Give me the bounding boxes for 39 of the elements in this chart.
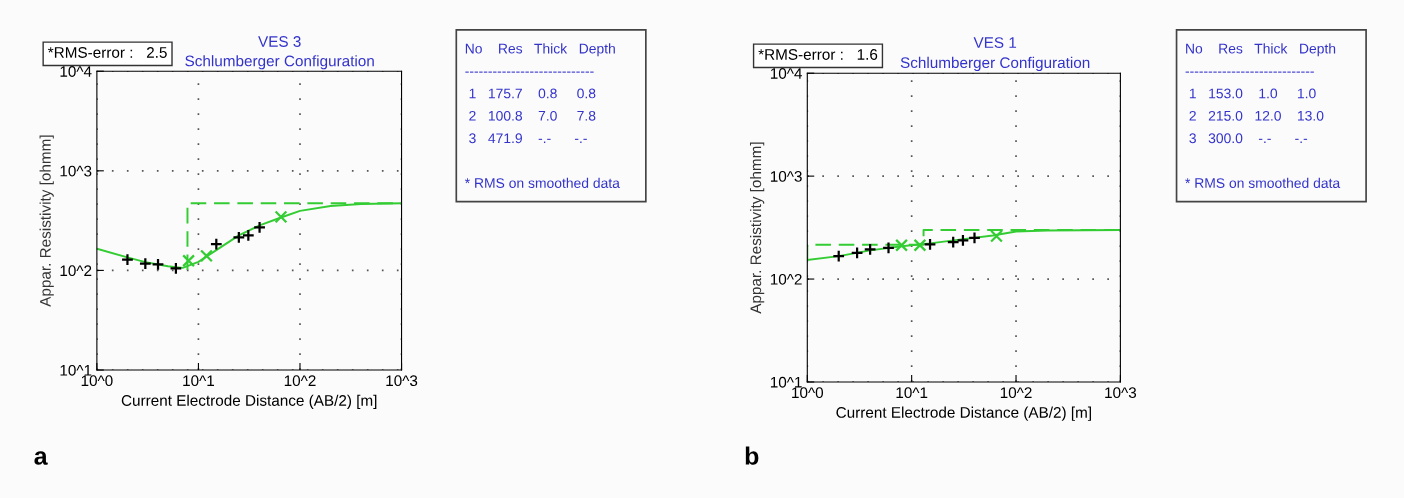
y-tick-label: 10^1 bbox=[60, 364, 92, 376]
text: No Res Thick Depth bbox=[465, 43, 615, 57]
text: 1 175.7 0.8 0.8 bbox=[469, 88, 596, 99]
text: 2 100.8 7.0 7.8 bbox=[469, 110, 596, 121]
y-tick-label: 10^4 bbox=[60, 66, 92, 77]
text: ---------------------------- bbox=[465, 71, 594, 73]
chart-title: VES 1 bbox=[973, 37, 1017, 48]
y-tick-label: 10^4 bbox=[770, 68, 802, 79]
text: 3 471.9 -.- -.- bbox=[469, 133, 587, 144]
y-axis-title: Appar. Resistivity [ohmm] bbox=[39, 135, 54, 307]
x-tick-label: 10^2 bbox=[284, 375, 316, 387]
text: 3 300.0 -.- -.- bbox=[1189, 133, 1308, 144]
text: *RMS-error : 1.6 bbox=[758, 49, 878, 60]
text: b bbox=[745, 446, 759, 465]
text: * RMS on smoothed data bbox=[1185, 177, 1341, 188]
text: 2 215.0 12.0 13.0 bbox=[1189, 110, 1324, 121]
text: * RMS on smoothed data bbox=[464, 177, 620, 188]
y-axis-title: Appar. Resistivity [ohmm] bbox=[749, 142, 765, 314]
y-tick-label: 10^3 bbox=[60, 165, 92, 177]
x-axis-title: Current Electrode Distance (AB/2) [m] bbox=[121, 394, 377, 409]
chart-title: VES 3 bbox=[258, 36, 301, 47]
x-tick-label: 10^2 bbox=[1000, 387, 1032, 399]
x-tick-label: 10^1 bbox=[896, 387, 928, 399]
y-tick-label: 10^2 bbox=[60, 265, 92, 277]
x-tick-label: 10^3 bbox=[386, 375, 418, 387]
x-tick-label: 10^0 bbox=[792, 387, 824, 399]
y-tick-label: 10^3 bbox=[770, 170, 802, 182]
chart-subtitle: Schlumberger Configuration bbox=[185, 55, 374, 70]
y-tick-label: 10^2 bbox=[770, 273, 802, 285]
x-tick-label: 10^3 bbox=[1105, 387, 1137, 399]
text: 1 153.0 1.0 1.0 bbox=[1189, 88, 1316, 99]
text: ---------------------------- bbox=[1185, 71, 1314, 73]
text: No Res Thick Depth bbox=[1186, 43, 1336, 57]
text: a bbox=[34, 451, 48, 465]
chart-subtitle: Schlumberger Configuration bbox=[900, 56, 1090, 72]
x-tick-label: 10^0 bbox=[81, 375, 113, 387]
x-tick-label: 10^1 bbox=[183, 375, 215, 387]
x-axis-title: Current Electrode Distance (AB/2) [m] bbox=[836, 406, 1091, 421]
text: *RMS-error : 2.5 bbox=[47, 47, 167, 58]
